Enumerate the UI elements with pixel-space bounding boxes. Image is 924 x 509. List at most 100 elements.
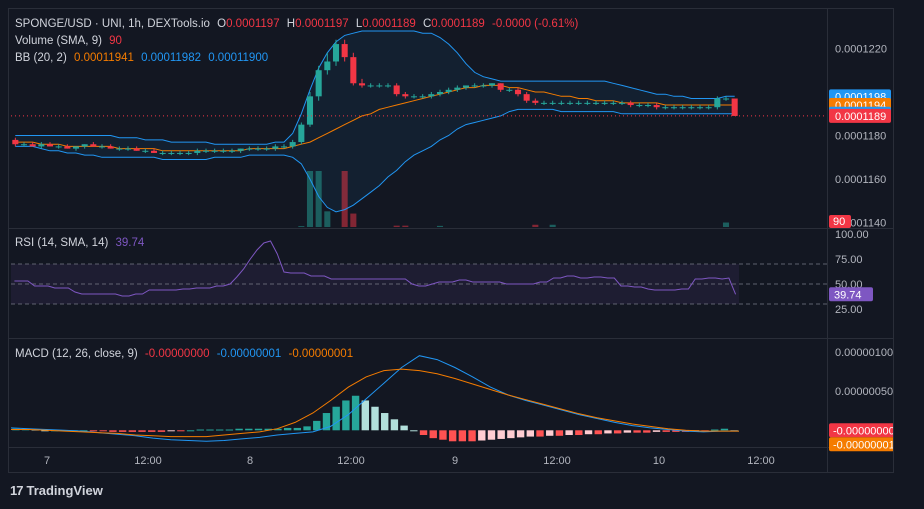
candle-body[interactable] xyxy=(462,85,470,88)
macd-histogram-bar[interactable] xyxy=(662,430,670,432)
macd-histogram-bar[interactable] xyxy=(148,430,156,432)
candle-body[interactable] xyxy=(644,105,652,107)
volume-badge[interactable] xyxy=(829,215,851,228)
candle-body[interactable] xyxy=(688,107,695,109)
macd-badge[interactable] xyxy=(829,437,893,452)
candle-body[interactable] xyxy=(55,146,62,148)
volume-bar[interactable] xyxy=(315,171,322,227)
macd-histogram-bar[interactable] xyxy=(633,430,641,433)
macd-line[interactable] xyxy=(10,355,739,442)
candle-body[interactable] xyxy=(610,102,617,104)
candle-body[interactable] xyxy=(20,144,28,146)
candle-body[interactable] xyxy=(98,146,106,148)
macd-histogram-bar[interactable] xyxy=(711,429,719,431)
macd-histogram-bar[interactable] xyxy=(303,426,311,431)
volume-bar[interactable] xyxy=(393,225,400,227)
volume-legend[interactable]: Volume (SMA, 9) 90 xyxy=(15,34,126,48)
symbol-title[interactable]: SPONGE/USD · UNI, 1h, DEXTools.io xyxy=(15,18,210,30)
volume-bar[interactable] xyxy=(436,225,444,227)
tradingview-logo[interactable]: 17 TradingView xyxy=(10,483,103,498)
candle-body[interactable] xyxy=(46,144,54,147)
bb-upper-line[interactable] xyxy=(15,30,735,145)
macd-histogram-bar[interactable] xyxy=(99,430,107,432)
macd-histogram-bar[interactable] xyxy=(128,430,137,432)
macd-histogram-bar[interactable] xyxy=(186,430,195,432)
candle-body[interactable] xyxy=(653,105,660,108)
candle-body[interactable] xyxy=(289,142,296,147)
macd-histogram-bar[interactable] xyxy=(410,430,418,432)
candle-body[interactable] xyxy=(566,102,574,104)
candle-body[interactable] xyxy=(376,85,383,87)
macd-histogram-bar[interactable] xyxy=(177,430,185,432)
macd-histogram-bar[interactable] xyxy=(652,430,661,432)
candle-body[interactable] xyxy=(142,150,149,152)
candle-body[interactable] xyxy=(696,107,704,109)
macd-histogram-bar[interactable] xyxy=(342,400,350,431)
candle-body[interactable] xyxy=(428,94,435,97)
macd-histogram-bar[interactable] xyxy=(371,406,379,431)
candle-body[interactable] xyxy=(592,102,600,104)
candle-body[interactable] xyxy=(107,146,114,149)
candle-body[interactable] xyxy=(705,107,712,109)
candle-body[interactable] xyxy=(454,87,461,90)
macd-histogram-bar[interactable] xyxy=(400,425,408,431)
macd-histogram-bar[interactable] xyxy=(206,429,214,431)
candle-body[interactable] xyxy=(714,98,721,108)
candle-body[interactable] xyxy=(402,94,409,97)
macd-histogram-bar[interactable] xyxy=(381,413,389,431)
candle-body[interactable] xyxy=(445,89,452,92)
macd-histogram-bar[interactable] xyxy=(468,430,476,442)
macd-histogram-bar[interactable] xyxy=(138,430,146,432)
candle-body[interactable] xyxy=(488,83,496,86)
macd-histogram-bar[interactable] xyxy=(516,430,525,438)
candle-body[interactable] xyxy=(540,102,548,104)
macd-histogram-bar[interactable] xyxy=(604,430,612,434)
candle-body[interactable] xyxy=(549,102,556,104)
macd-histogram-bar[interactable] xyxy=(283,427,292,431)
macd-histogram-bar[interactable] xyxy=(643,430,651,433)
macd-histogram-bar[interactable] xyxy=(458,430,467,442)
candle-body[interactable] xyxy=(722,98,730,100)
volume-bar[interactable] xyxy=(306,171,314,227)
macd-histogram-bar[interactable] xyxy=(225,429,234,431)
candle-body[interactable] xyxy=(12,139,19,145)
macd-histogram-bar[interactable] xyxy=(118,430,127,432)
candle-body[interactable] xyxy=(64,146,71,149)
price-badge[interactable] xyxy=(829,108,891,123)
volume-bar[interactable] xyxy=(298,226,305,227)
candle-body[interactable] xyxy=(358,83,366,86)
macd-histogram-bar[interactable] xyxy=(623,430,632,433)
bb-lower-line[interactable] xyxy=(15,108,735,213)
macd-histogram-bar[interactable] xyxy=(390,419,399,431)
rsi-line[interactable] xyxy=(14,240,737,297)
candle-body[interactable] xyxy=(263,148,270,150)
macd-histogram-bar[interactable] xyxy=(196,429,204,431)
macd-legend[interactable]: MACD (12, 26, close, 9) -0.00000000 -0.0… xyxy=(15,347,357,361)
candle-body[interactable] xyxy=(254,148,262,150)
chart-canvas[interactable]: 0.00012200.00011800.00011600.00011400.00… xyxy=(9,9,893,472)
macd-histogram-bar[interactable] xyxy=(429,430,437,439)
candle-body[interactable] xyxy=(81,144,88,147)
macd-histogram-bar[interactable] xyxy=(487,430,496,440)
candle-body[interactable] xyxy=(506,89,513,91)
candle-body[interactable] xyxy=(150,150,158,153)
candle-body[interactable] xyxy=(90,144,97,147)
macd-histogram-bar[interactable] xyxy=(293,427,302,431)
candle-body[interactable] xyxy=(384,85,392,87)
chart-frame[interactable]: 0.0001220 0.0001180 0.0001160 0.0001140 0.00… xyxy=(8,8,894,473)
candle-body[interactable] xyxy=(436,91,444,95)
candle-body[interactable] xyxy=(584,102,591,104)
macd-histogram-bar[interactable] xyxy=(478,430,486,441)
candle-body[interactable] xyxy=(575,102,582,104)
candle-body[interactable] xyxy=(133,148,140,151)
candle-body[interactable] xyxy=(480,85,487,87)
macd-histogram-bar[interactable] xyxy=(497,430,505,439)
candle-body[interactable] xyxy=(670,107,678,109)
macd-histogram-bar[interactable] xyxy=(235,428,243,431)
candle-body[interactable] xyxy=(731,98,738,116)
rsi-legend[interactable]: RSI (14, SMA, 14) 39.74 xyxy=(15,236,148,250)
macd-histogram-bar[interactable] xyxy=(313,420,321,431)
macd-histogram-bar[interactable] xyxy=(439,430,447,440)
macd-histogram-bar[interactable] xyxy=(216,429,224,431)
macd-histogram-bar[interactable] xyxy=(264,428,272,431)
